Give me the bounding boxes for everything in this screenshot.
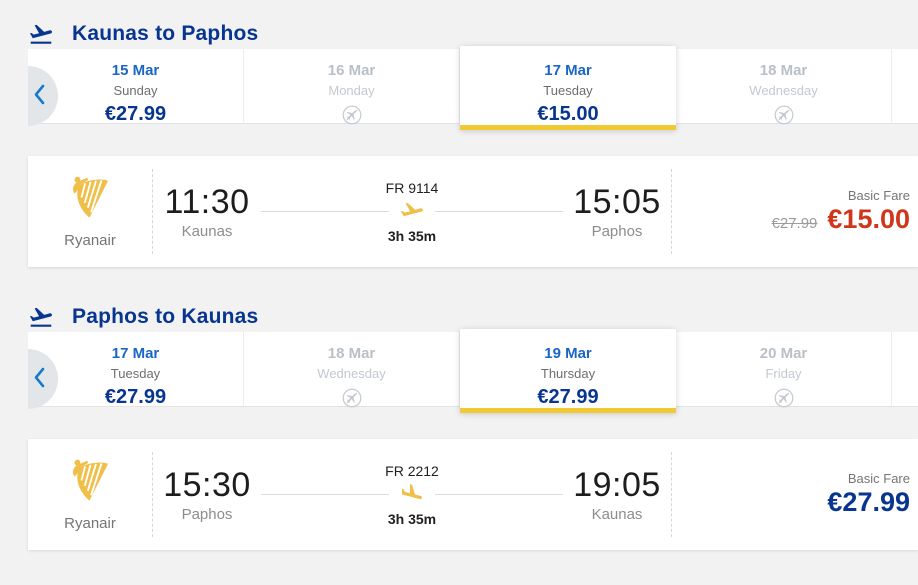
date-option[interactable]: 15 Mar Sunday €27.99 (28, 49, 244, 125)
flight-duration: 3h 35m (387, 227, 437, 244)
route-line (261, 482, 563, 508)
route-line-left (261, 494, 389, 495)
journey-title: Paphos to Kaunas (72, 305, 259, 328)
date-label: 20 Mar (759, 345, 808, 362)
date-price: €27.99 (537, 386, 599, 408)
departure-block: 15:30 Paphos (153, 439, 261, 550)
fare-block[interactable]: Basic Fare €27.99 (672, 439, 918, 550)
day-label: Tuesday (543, 83, 593, 98)
flight-takeoff-icon (28, 21, 54, 47)
date-price: €27.99 (104, 103, 167, 125)
journey-return: Paphos to Kaunas 17 Mar Tuesday €27.99 1… (0, 283, 918, 550)
old-price: €27.99 (771, 215, 818, 232)
fare-type-label: Basic Fare (847, 188, 910, 203)
day-label: Monday (328, 83, 375, 98)
day-label: Thursday (540, 366, 596, 381)
chevron-left-icon (33, 84, 46, 108)
airline-block: Ryanair (28, 156, 152, 267)
fare-price: €27.99 (827, 487, 910, 517)
fare-price: €15.00 (827, 204, 910, 234)
arrival-city: Kaunas (591, 506, 643, 523)
date-option-unavailable: 18 Mar Wednesday (676, 49, 892, 125)
date-strip: 15 Mar Sunday €27.99 16 Mar Monday 17 Ma… (28, 46, 918, 130)
date-option[interactable]: 17 Mar Tuesday €27.99 (28, 332, 244, 408)
plane-landing-icon (399, 482, 425, 508)
date-label: 15 Mar (111, 62, 160, 79)
arrival-time: 15:05 (573, 183, 661, 221)
departure-time: 11:30 (164, 183, 250, 221)
route-block: FR 9114 3h 35m (261, 156, 563, 267)
date-option-unavailable: 16 Mar Monday (244, 49, 460, 125)
plane-takeoff-icon (399, 199, 425, 225)
journey-header: Kaunas to Paphos (28, 0, 918, 46)
departure-city: Paphos (181, 506, 233, 523)
date-option-unavailable: 20 Mar Friday (676, 332, 892, 408)
no-flights-icon (341, 387, 363, 414)
day-label: Wednesday (749, 83, 818, 98)
day-label: Friday (765, 366, 802, 381)
journey-title: Kaunas to Paphos (72, 22, 259, 45)
flight-duration: 3h 35m (387, 510, 437, 527)
divider (671, 169, 672, 254)
ryanair-harp-logo (63, 457, 117, 510)
date-label: 17 Mar (111, 345, 160, 362)
route-line-right (435, 494, 563, 495)
airline-name: Ryanair (64, 515, 116, 532)
journey-header: Paphos to Kaunas (28, 283, 918, 329)
date-label: 16 Mar (327, 62, 376, 79)
day-label: Tuesday (110, 366, 161, 381)
journey-outbound: Kaunas to Paphos 15 Mar Sunday €27.99 16… (0, 0, 918, 267)
date-option-selected[interactable]: 17 Mar Tuesday €15.00 (460, 46, 676, 130)
date-strip: 17 Mar Tuesday €27.99 18 Mar Wednesday 1… (28, 329, 918, 413)
arrival-block: 19:05 Kaunas (563, 439, 671, 550)
divider (152, 169, 153, 254)
day-label: Wednesday (317, 366, 386, 381)
chevron-left-icon (33, 367, 46, 391)
flight-number: FR 2212 (385, 462, 439, 479)
flight-number: FR 9114 (385, 179, 439, 196)
flight-card[interactable]: Ryanair 15:30 Paphos FR 2212 3h 35m 19:0… (28, 439, 918, 550)
departure-time: 15:30 (163, 466, 251, 504)
date-price: €27.99 (104, 386, 167, 408)
date-option-unavailable: 18 Mar Wednesday (244, 332, 460, 408)
arrival-time: 19:05 (573, 466, 661, 504)
route-line-right (435, 211, 563, 212)
price-row: €27.99 (827, 487, 910, 518)
date-label: 18 Mar (327, 345, 376, 362)
route-line (261, 199, 563, 225)
airline-name: Ryanair (64, 232, 116, 249)
date-option-partial[interactable] (892, 49, 918, 124)
date-label: 18 Mar (759, 62, 808, 79)
ryanair-harp-logo (63, 174, 117, 227)
route-line-left (261, 211, 389, 212)
flight-card[interactable]: Ryanair 11:30 Kaunas FR 9114 3h 35m 15:0… (28, 156, 918, 267)
departure-city: Kaunas (181, 223, 233, 240)
price-row: €27.99 €15.00 (772, 204, 910, 235)
day-label: Sunday (113, 83, 158, 98)
divider (152, 452, 153, 537)
date-label: 17 Mar (544, 62, 592, 79)
date-option-partial[interactable] (892, 332, 918, 407)
divider (671, 452, 672, 537)
arrival-city: Paphos (591, 223, 643, 240)
date-label: 19 Mar (544, 345, 592, 362)
route-block: FR 2212 3h 35m (261, 439, 563, 550)
airline-block: Ryanair (28, 439, 152, 550)
fare-block[interactable]: Basic Fare €27.99 €15.00 (672, 156, 918, 267)
departure-block: 11:30 Kaunas (153, 156, 261, 267)
date-price: €15.00 (537, 103, 599, 125)
no-flights-icon (773, 387, 795, 414)
arrival-block: 15:05 Paphos (563, 156, 671, 267)
date-option-selected[interactable]: 19 Mar Thursday €27.99 (460, 329, 676, 413)
flight-takeoff-icon (28, 304, 54, 330)
fare-type-label: Basic Fare (847, 471, 910, 486)
no-flights-icon (773, 104, 795, 131)
no-flights-icon (341, 104, 363, 131)
